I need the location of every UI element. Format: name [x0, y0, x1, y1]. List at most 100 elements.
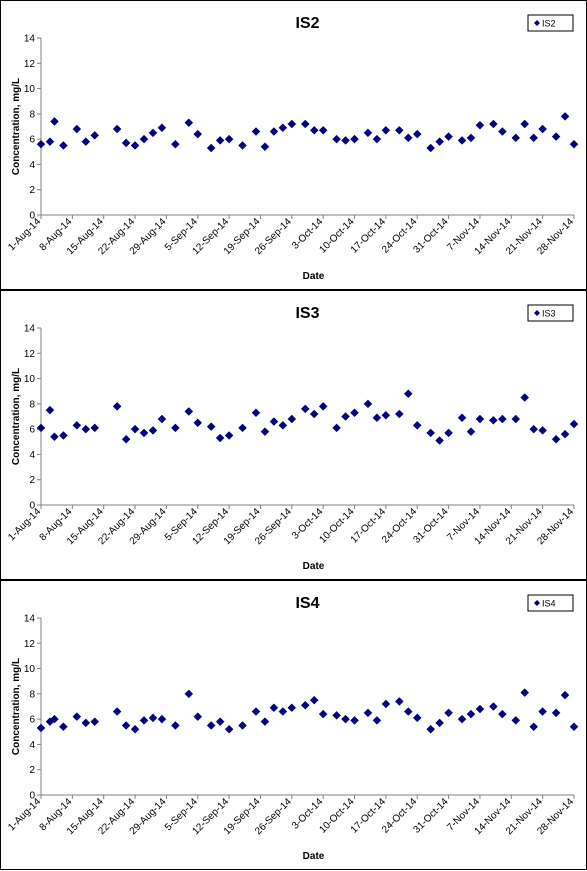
- data-point: [171, 139, 180, 149]
- data-point: [457, 714, 467, 724]
- data-point: [139, 716, 149, 725]
- data-point: [529, 722, 539, 732]
- data-point: [260, 717, 270, 727]
- data-point: [341, 412, 350, 421]
- legend-marker: [534, 310, 540, 316]
- y-tick-label: 0: [29, 791, 35, 802]
- data-point: [157, 123, 167, 133]
- data-point: [529, 133, 539, 143]
- data-point: [444, 132, 453, 141]
- data-point: [251, 707, 261, 716]
- data-point: [206, 143, 216, 153]
- data-point: [403, 389, 413, 399]
- data-point: [112, 124, 122, 134]
- data-point: [278, 420, 288, 430]
- y-tick-label: 0: [29, 501, 35, 512]
- data-point: [520, 688, 530, 697]
- data-point: [538, 124, 548, 134]
- y-tick-label: 12: [24, 349, 36, 360]
- x-tick-label: 31-Oct-14: [411, 506, 451, 546]
- data-point: [238, 141, 247, 150]
- data-point: [394, 697, 404, 706]
- x-axis-title: Date: [303, 271, 325, 282]
- data-point: [372, 134, 382, 144]
- data-point: [224, 431, 234, 440]
- y-tick-label: 8: [29, 109, 35, 120]
- data-point: [318, 125, 328, 135]
- data-point: [332, 710, 341, 720]
- data-point: [50, 432, 59, 442]
- y-tick-label: 12: [24, 59, 36, 70]
- legend-box: [527, 14, 574, 32]
- data-point: [412, 129, 422, 139]
- legend: IS2: [527, 14, 574, 32]
- data-point: [224, 724, 234, 734]
- y-tick-label: 8: [29, 399, 35, 410]
- y-tick-label: 14: [24, 324, 36, 335]
- data-point: [363, 708, 373, 718]
- legend-box: [527, 304, 574, 322]
- data-point: [148, 713, 158, 723]
- chart-panel-is2: IS2 0 2 4 6 8 10 12 14 1-Aug-14 8-Aug-14 15-Aug-14 2…: [0, 0, 587, 290]
- legend-marker: [534, 20, 540, 26]
- y-axis-title: Concentration, mg/L: [11, 368, 22, 465]
- data-point: [139, 134, 149, 144]
- data-point: [332, 423, 341, 433]
- legend-label: IS2: [542, 19, 556, 29]
- data-point: [511, 716, 521, 725]
- data-point: [341, 714, 350, 724]
- x-tick-label: 1-Aug-14: [6, 506, 43, 543]
- data-point: [381, 699, 391, 709]
- data-point: [72, 420, 82, 430]
- data-point: [372, 413, 382, 423]
- data-point: [300, 119, 310, 129]
- data-point: [381, 410, 391, 420]
- data-point: [148, 128, 158, 138]
- data-point: [381, 125, 391, 135]
- series-is3: [36, 389, 579, 445]
- data-point: [403, 707, 413, 716]
- data-point: [193, 712, 203, 721]
- y-tick-label: 10: [24, 664, 36, 675]
- y-tick-label: 4: [29, 740, 35, 751]
- data-point: [269, 127, 279, 136]
- data-point: [251, 127, 261, 136]
- data-point: [363, 128, 373, 138]
- y-tick-label: 4: [29, 160, 35, 171]
- data-point: [332, 134, 341, 144]
- data-point: [50, 714, 59, 724]
- y-tick-label: 10: [24, 374, 36, 385]
- x-tick-label: 31-Oct-14: [411, 216, 451, 256]
- data-point: [497, 414, 507, 424]
- data-point: [489, 119, 498, 129]
- data-point: [350, 716, 359, 725]
- legend: IS3: [527, 304, 574, 322]
- data-point: [278, 707, 288, 716]
- data-point: [50, 117, 59, 126]
- y-axis-title: Concentration, mg/L: [11, 658, 22, 755]
- y-tick-label: 2: [29, 475, 35, 486]
- data-point: [59, 141, 68, 150]
- data-point: [112, 402, 122, 411]
- data-point: [511, 133, 521, 143]
- data-point: [412, 713, 422, 723]
- data-point: [497, 709, 507, 719]
- data-point: [287, 414, 297, 424]
- data-point: [466, 133, 476, 143]
- data-point: [350, 408, 359, 418]
- data-point: [457, 413, 467, 423]
- data-point: [394, 409, 404, 419]
- data-point: [278, 123, 288, 133]
- data-point: [112, 707, 122, 716]
- data-point: [300, 404, 310, 414]
- data-point: [139, 428, 149, 438]
- y-tick-label: 14: [24, 34, 36, 45]
- legend-label: IS3: [542, 309, 556, 319]
- data-point: [466, 709, 476, 719]
- data-point: [350, 134, 359, 144]
- data-point: [45, 405, 55, 415]
- data-point: [457, 136, 467, 145]
- legend-label: IS4: [542, 599, 556, 609]
- data-point: [121, 721, 131, 730]
- y-tick-label: 6: [29, 425, 35, 436]
